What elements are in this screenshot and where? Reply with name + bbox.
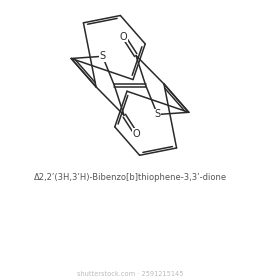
- Text: S: S: [100, 51, 106, 61]
- Text: O: O: [120, 32, 128, 41]
- Text: Δ2,2’(3H,3’H)-Bibenzo[b]thiophene-3,3’-dione: Δ2,2’(3H,3’H)-Bibenzo[b]thiophene-3,3’-d…: [34, 173, 226, 182]
- Text: S: S: [154, 109, 160, 120]
- Text: shutterstock.com · 2591215145: shutterstock.com · 2591215145: [77, 271, 183, 277]
- Text: O: O: [132, 129, 140, 139]
